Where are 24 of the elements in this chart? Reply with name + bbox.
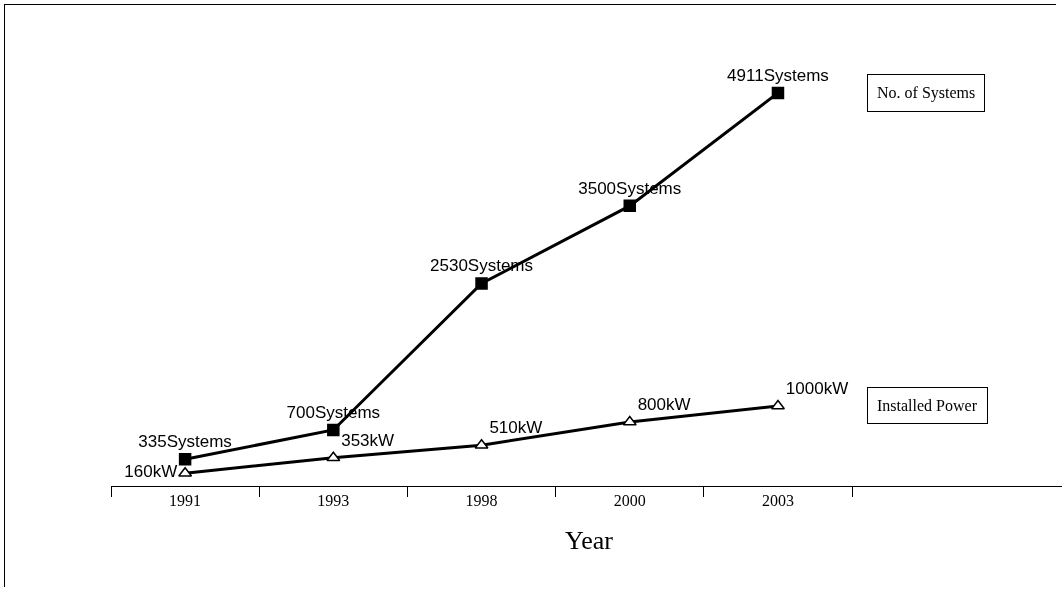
data-label: 160kW [124, 462, 178, 482]
x-tick-label: 1998 [465, 492, 498, 510]
point [771, 86, 785, 100]
point [474, 438, 489, 449]
data-label: 335Systems [138, 432, 232, 452]
data-label: 510kW [489, 418, 543, 438]
point [326, 451, 341, 462]
x-tick-label: 1993 [317, 492, 350, 510]
x-axis-title: Year [565, 525, 614, 555]
data-label: 4911Systems [727, 65, 829, 85]
text: No. of Systems [877, 84, 976, 102]
data-label: 800kW [637, 394, 691, 414]
x-tick-label: 1991 [169, 492, 202, 510]
x-tick-label: 2000 [613, 492, 646, 510]
x-tick-label: 2003 [761, 492, 794, 510]
data-label: 353kW [341, 430, 395, 450]
point [475, 277, 488, 290]
point [623, 199, 637, 213]
point [327, 423, 340, 437]
data-label: 1000kW [785, 378, 849, 398]
point [178, 452, 192, 466]
text: Installed Power [877, 397, 978, 414]
point [622, 415, 637, 426]
point [178, 466, 193, 477]
